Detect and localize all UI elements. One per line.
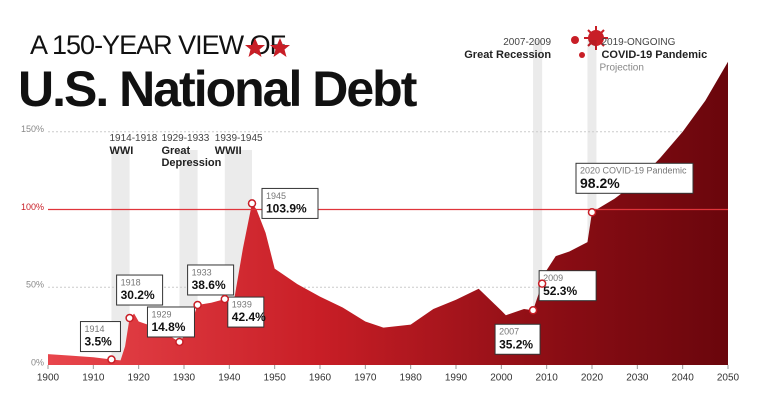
- callout-point: [528, 306, 538, 315]
- x-tick-label: 1950: [264, 373, 287, 384]
- x-tick-label: 2050: [717, 373, 740, 384]
- period-label: 1939-1945 WWII: [215, 133, 275, 157]
- callout-box: [116, 274, 164, 306]
- callout-value: 14.8%: [151, 320, 185, 334]
- callout-value: 30.2%: [121, 288, 155, 302]
- period-label: 2019-ONGOING COVID-19 Pandemic: [601, 37, 711, 61]
- callout-year: 2009: [543, 273, 563, 283]
- y-tick-label: 0%: [31, 357, 44, 367]
- period-range: 1914-1918: [109, 133, 158, 144]
- callout-point: [125, 313, 134, 323]
- period-range: 1939-1945: [214, 133, 263, 144]
- x-tick-label: 2040: [672, 373, 695, 384]
- x-tick-label: 1930: [173, 373, 196, 384]
- period-band: [587, 40, 597, 365]
- period-range: 2007-2009: [503, 37, 552, 48]
- x-tick-label: 1940: [218, 373, 241, 384]
- callout-year: 1918: [121, 277, 141, 287]
- callout-point: [537, 279, 547, 288]
- y-tick-label: 50%: [26, 280, 44, 290]
- period-range: 2019-ONGOING: [601, 37, 676, 48]
- projection-label: Projection: [599, 63, 643, 74]
- kicker: A 150-YEAR VIEW OF: [30, 30, 286, 60]
- callout-point: [247, 199, 257, 208]
- x-tick-label: 2020: [581, 373, 604, 384]
- star: [270, 38, 290, 57]
- x-tick-label: 1910: [82, 373, 105, 384]
- x-tick-label: 2010: [536, 373, 559, 384]
- period-band: [111, 150, 130, 365]
- callout-value: 52.3%: [543, 284, 577, 298]
- callout-box: [494, 323, 541, 355]
- x-tick-label: 1990: [445, 373, 468, 384]
- callout-value: 98.2%: [580, 175, 620, 191]
- virus-icon: [571, 26, 608, 58]
- callout-value: 35.2%: [499, 337, 533, 351]
- callout-box: [146, 306, 195, 338]
- x-tick-label: 2030: [626, 373, 649, 384]
- period-range: 1929-1933: [161, 133, 210, 144]
- star: [245, 38, 265, 57]
- callout-point: [175, 337, 184, 347]
- callout-point: [193, 300, 202, 310]
- callout-year: 2020 COVID-19 Pandemic: [580, 166, 687, 176]
- callout-box: [575, 162, 694, 194]
- callout-year: 1914: [84, 324, 104, 334]
- callout-year: 2007: [499, 327, 519, 337]
- callout-point: [220, 294, 230, 304]
- callout-year: 1945: [266, 191, 286, 201]
- x-tick-label: 1960: [309, 373, 332, 384]
- callout-box: [79, 321, 121, 353]
- callout-point: [107, 355, 116, 364]
- callout-value: 3.5%: [84, 335, 112, 349]
- period-label: 1929-1933 Great Depression: [161, 133, 222, 169]
- y-tick-label: 100%: [21, 202, 44, 212]
- x-tick-label: 1970: [354, 373, 377, 384]
- callout-value: 38.6%: [192, 278, 226, 292]
- period-label: 1914-1918 WWI: [109, 133, 169, 157]
- period-label: 2007-2009 Great Recession: [461, 37, 551, 61]
- period-name: Great Depression: [161, 145, 222, 169]
- callout-year: 1929: [151, 309, 171, 319]
- x-tick-label: 1980: [400, 373, 423, 384]
- callout-box: [227, 296, 265, 328]
- period-name: COVID-19 Pandemic: [601, 49, 708, 61]
- x-tick-label: 1920: [128, 373, 151, 384]
- x-tick-label: 1900: [37, 373, 60, 384]
- period-band: [533, 40, 543, 365]
- period-name: Great Recession: [464, 49, 552, 61]
- callout-value: 42.4%: [232, 310, 266, 324]
- callout-point: [587, 208, 597, 217]
- callout-value: 103.9%: [266, 202, 307, 216]
- period-name: WWI: [109, 145, 134, 157]
- callout-box: [187, 264, 235, 296]
- callout-box: [261, 187, 319, 219]
- period-name: WWII: [214, 145, 242, 157]
- x-tick-label: 2000: [490, 373, 513, 384]
- callout-year: 1939: [232, 299, 252, 309]
- callout-year: 1933: [192, 267, 212, 277]
- y-tick-label: 150%: [21, 124, 44, 134]
- chart-title: U.S. National Debt: [18, 61, 418, 117]
